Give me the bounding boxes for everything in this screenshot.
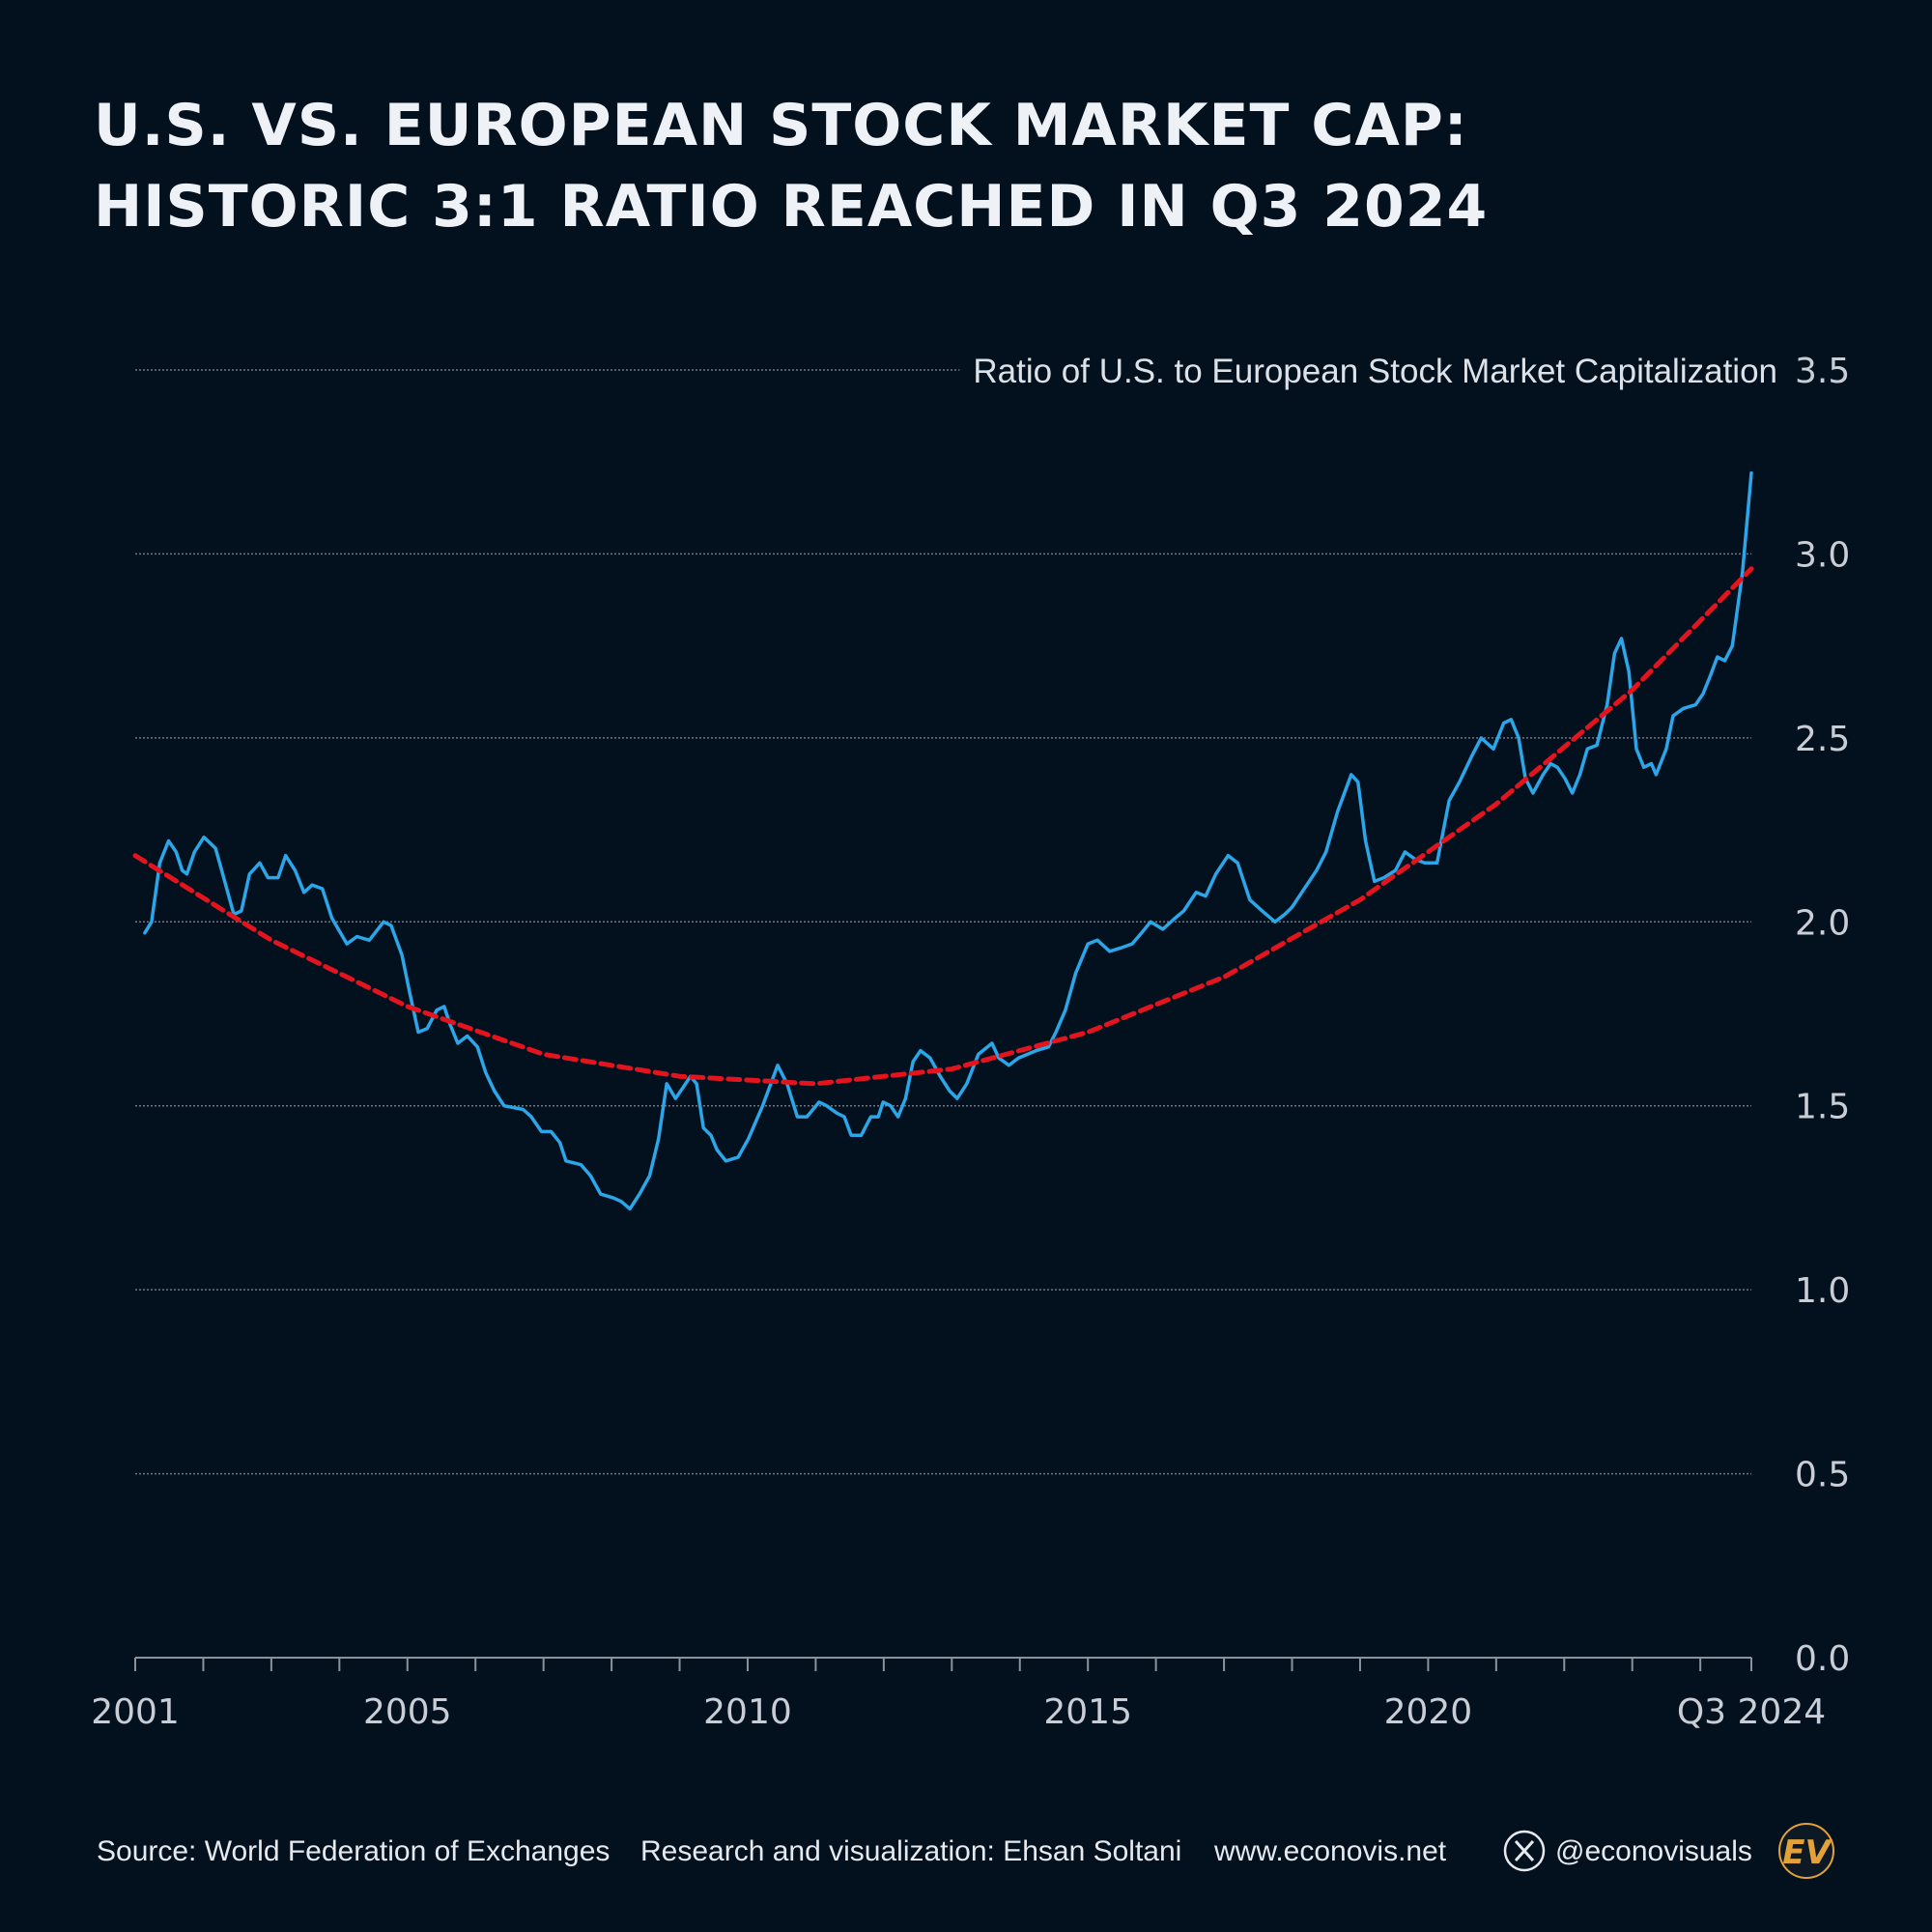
x-tick-label: 2005	[363, 1692, 452, 1732]
source: Source: World Federation of Exchanges	[97, 1835, 610, 1867]
y-axis-label: Ratio of U.S. to European Stock Market C…	[973, 353, 1777, 390]
chart-title: U.S. VS. EUROPEAN STOCK MARKET CAP:	[94, 92, 1468, 159]
x-icon	[1503, 1830, 1546, 1872]
y-tick-label: 0.0	[1795, 1639, 1850, 1679]
y-tick-label: 1.5	[1795, 1088, 1850, 1127]
x-tick-label: 2020	[1384, 1692, 1473, 1732]
plot-area: 0.0 0.5 1.0 1.5 2.0 2.5 3.0 3.5 2001 2005 2010 2015…	[91, 352, 1850, 1732]
y-tick-label: 1.0	[1795, 1271, 1850, 1311]
y-tick-label: 2.0	[1795, 903, 1850, 943]
x-tick-label: 2010	[703, 1692, 792, 1732]
logo-circle	[1778, 1823, 1834, 1879]
trend-line	[132, 566, 1754, 1087]
chart-title: HISTORIC 3:1 RATIO REACHED IN Q3 2024	[94, 173, 1488, 241]
y-tick-label: 3.5	[1795, 352, 1850, 391]
label-background	[959, 353, 1777, 390]
x-tick-label: Q3 2024	[1677, 1692, 1826, 1732]
x-tick-label: 2015	[1043, 1692, 1132, 1732]
data-line	[143, 470, 1753, 1211]
x-icon-glyph	[1514, 1839, 1535, 1862]
x-tick-label: 2001	[91, 1692, 180, 1732]
credit: Research and visualization: Ehsan Soltan…	[640, 1835, 1181, 1867]
website: www.econovis.net	[1213, 1835, 1447, 1867]
y-tick-label: 2.5	[1795, 720, 1850, 759]
y-tick-label: 0.5	[1795, 1456, 1850, 1495]
logo: EV	[1782, 1833, 1833, 1872]
y-tick-label: 3.0	[1795, 535, 1850, 575]
handle: @econovisuals	[1555, 1835, 1752, 1867]
